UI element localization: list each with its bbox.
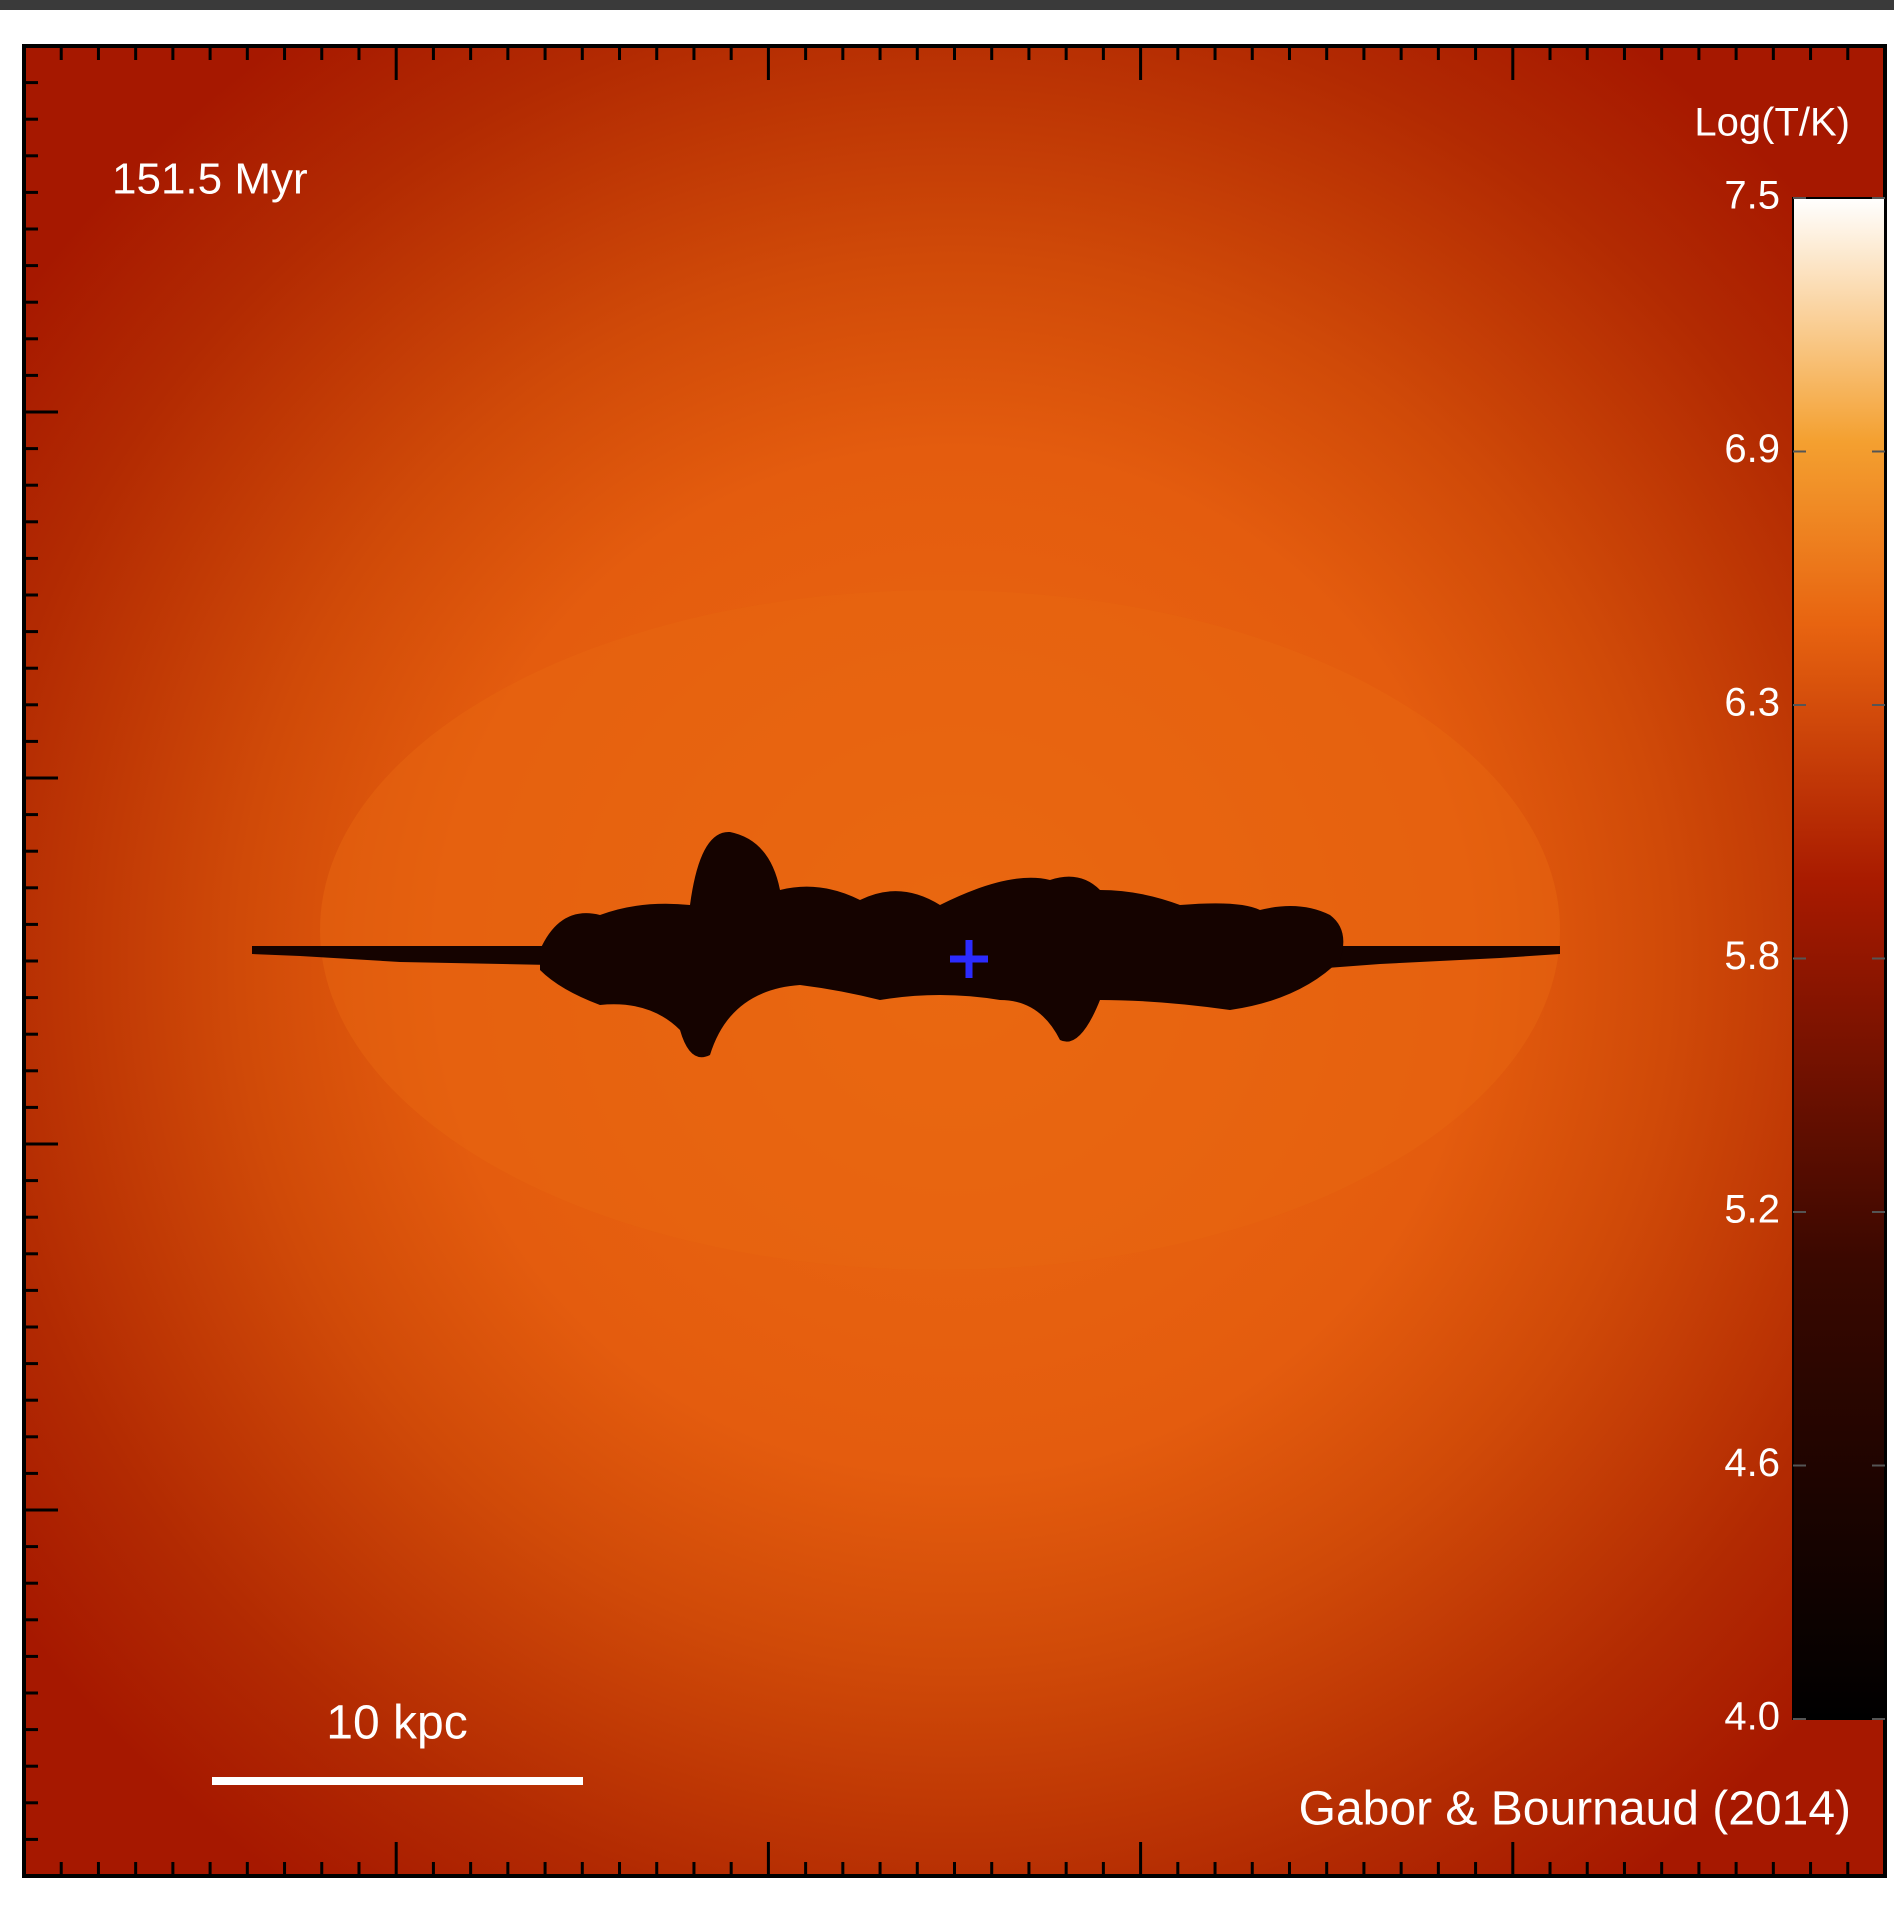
colorbar-tick-label: 6.9 (1724, 427, 1780, 471)
galaxy-disk (252, 831, 1560, 1058)
colorbar-tick-label: 5.2 (1724, 1188, 1780, 1232)
colorbar-tick-label: 4.0 (1724, 1695, 1780, 1739)
colorbar (1792, 197, 1886, 1720)
colorbar-ticks: 4.0 4.6 5.2 5.8 6.3 6.9 7.5 (1724, 174, 1885, 1739)
top-bar (0, 0, 1894, 10)
colorbar-title: Log(T/K) (1694, 101, 1850, 145)
scale-bar-label: 10 kpc (326, 1697, 467, 1750)
colorbar-tick-label: 7.5 (1724, 174, 1780, 218)
colorbar-tick-label: 5.8 (1724, 934, 1780, 978)
frame-ticks (24, 46, 1850, 1876)
time-label: 151.5 Myr (112, 155, 308, 204)
center-marker (950, 940, 988, 978)
credit: Gabor & Bournaud (2014) (1299, 1783, 1851, 1836)
colorbar-tick-label: 4.6 (1724, 1441, 1780, 1485)
colorbar-tick-label: 6.3 (1724, 681, 1780, 725)
